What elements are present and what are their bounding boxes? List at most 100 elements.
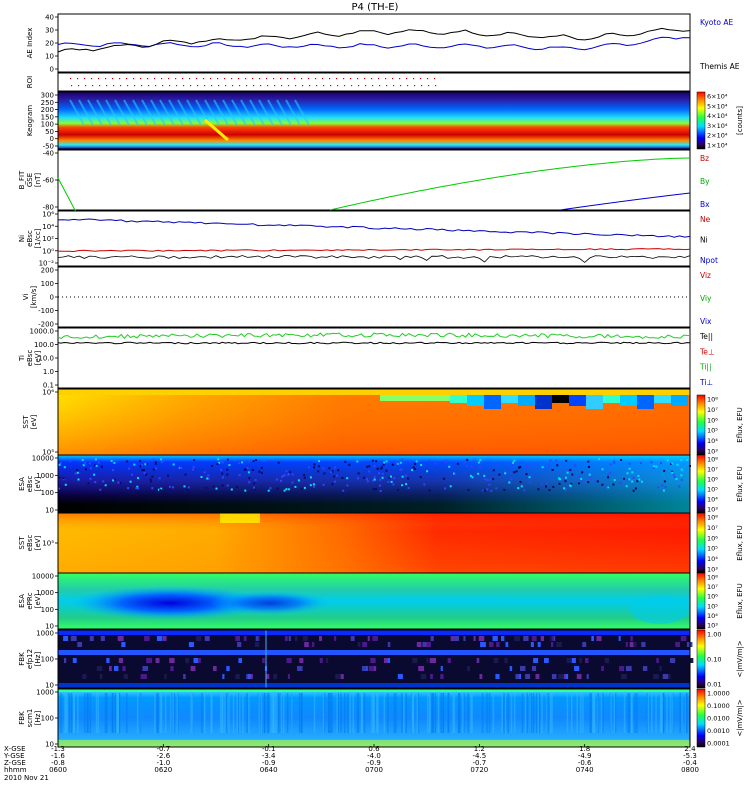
spectrogram-cell <box>659 666 662 671</box>
spectrogram-cell <box>58 487 61 490</box>
spectrogram-cell <box>589 477 592 480</box>
legend-ti: Ti|| <box>699 363 712 372</box>
roi-dot <box>322 78 324 80</box>
spectrogram-cell <box>447 658 451 663</box>
y-tick-label: -200 <box>38 321 54 329</box>
spectrogram-cell <box>325 658 329 663</box>
y-tick-label: -100 <box>38 307 54 315</box>
spectrogram-cell <box>228 464 231 466</box>
spectrogram-cell <box>470 465 473 468</box>
spectrogram-cell <box>453 636 460 641</box>
spectrogram-cell <box>139 459 142 462</box>
x-tick-label: -0.6 <box>578 759 592 767</box>
y-tick-label: 100 <box>41 280 54 288</box>
spectrogram-cell <box>660 462 662 465</box>
spectrogram-cell <box>576 693 578 733</box>
colorbar-tick-label: 1×10⁴ <box>707 142 728 150</box>
spectrogram-cell <box>659 693 662 733</box>
spectrogram-cell <box>397 489 399 492</box>
spectrogram-cell <box>367 636 370 641</box>
spectrogram-cell <box>654 395 671 403</box>
spectrogram-cell <box>433 658 437 663</box>
spectrogram-cell <box>428 459 431 462</box>
spectrogram-cell <box>159 693 162 733</box>
roi-dot <box>329 78 331 80</box>
colorbar-tick-label: 10³ <box>707 448 718 456</box>
roi-dot <box>413 78 415 80</box>
spectrogram-cell <box>68 693 71 733</box>
panel-frame-esa_i <box>57 572 691 630</box>
density-lines <box>57 218 691 263</box>
spectrogram-cell <box>513 471 516 474</box>
spectrogram-cell <box>434 693 436 733</box>
legend-te: Te⊥ <box>699 347 714 356</box>
spectrogram-cell <box>566 471 569 474</box>
spectrogram-cell <box>151 487 154 490</box>
spectrogram-cell <box>247 471 250 474</box>
spectrogram-cell <box>669 693 672 733</box>
spectrogram-cell <box>114 693 116 733</box>
spectrogram-cell <box>551 642 554 647</box>
spectrogram-cell <box>167 474 169 477</box>
x-tick-label: -3.4 <box>262 752 276 760</box>
colorbar-tick-label: 0.0100 <box>707 715 730 723</box>
spectrogram-cell <box>238 462 241 464</box>
spectrogram-cell <box>498 473 501 476</box>
keogram-streak <box>159 99 175 126</box>
spectrogram-cell <box>594 480 597 483</box>
spectrogram-cell <box>356 693 359 733</box>
spectrogram-cell <box>160 487 163 490</box>
x-tick-label: -0.7 <box>472 759 486 767</box>
spectrogram-cell <box>130 473 133 476</box>
spectrogram-cell <box>149 478 152 481</box>
colorbar-tick-label: 4×10⁴ <box>707 112 728 120</box>
colorbar-tick-label: 10⁸ <box>707 396 718 404</box>
keogram-streak <box>96 99 112 126</box>
y-tick-label: 20 <box>45 40 54 48</box>
spectrogram-cell <box>201 693 203 733</box>
y-axis-label: [nT] <box>34 173 42 187</box>
roi-dot <box>190 85 192 87</box>
spectrogram-cell <box>454 473 457 476</box>
colorbar-label: Eflux, EFU <box>736 466 744 501</box>
spectrogram-cell <box>118 693 121 733</box>
spectrogram-cell <box>620 459 623 461</box>
spectrogram-cell <box>663 480 666 483</box>
spectrogram-cell <box>222 476 224 479</box>
y-tick-label: 150 <box>41 113 54 121</box>
spectrogram-cell <box>528 476 531 479</box>
spectrogram-cell <box>538 693 540 733</box>
spectrogram-cell <box>110 459 113 462</box>
spectrogram-cell <box>440 674 444 679</box>
spectrogram-cell <box>589 693 591 733</box>
spectrogram-cell <box>663 469 666 472</box>
roi-dot <box>259 78 261 80</box>
spectrogram-cell <box>483 477 486 480</box>
spectrogram-cell <box>513 459 516 462</box>
y-tick-label: 1000.0 <box>30 328 55 336</box>
spectrogram-cell <box>376 693 378 733</box>
spectrogram-cell <box>94 458 97 461</box>
spectrogram-cell <box>519 480 522 483</box>
y-tick-label: 10⁵ <box>42 449 54 457</box>
spectrogram-cell <box>569 484 572 487</box>
spectrogram-cell <box>246 674 249 679</box>
y-axis-label: [eV] <box>30 414 38 429</box>
spectrogram-cell <box>484 395 501 409</box>
colorbar-tick-label: 1.00 <box>707 631 721 639</box>
spectrogram-cell <box>401 475 404 478</box>
y-tick-label: 10⁵ <box>42 540 54 548</box>
spectrogram-cell <box>613 460 616 463</box>
y-axis-label: efp12 <box>26 649 34 669</box>
spectrogram-cell <box>184 473 187 476</box>
y-axis-label: [km/s] <box>30 286 38 309</box>
x-tick-label: 0640 <box>260 766 278 774</box>
temperature-lines <box>57 332 691 345</box>
colorbar-tick-label: 10⁷ <box>707 466 718 474</box>
spectrogram-cell <box>127 487 130 490</box>
roi-dot <box>105 78 107 80</box>
spectrogram-cell <box>282 474 285 477</box>
spectrogram-cell <box>602 485 605 488</box>
keogram-image <box>58 92 690 149</box>
